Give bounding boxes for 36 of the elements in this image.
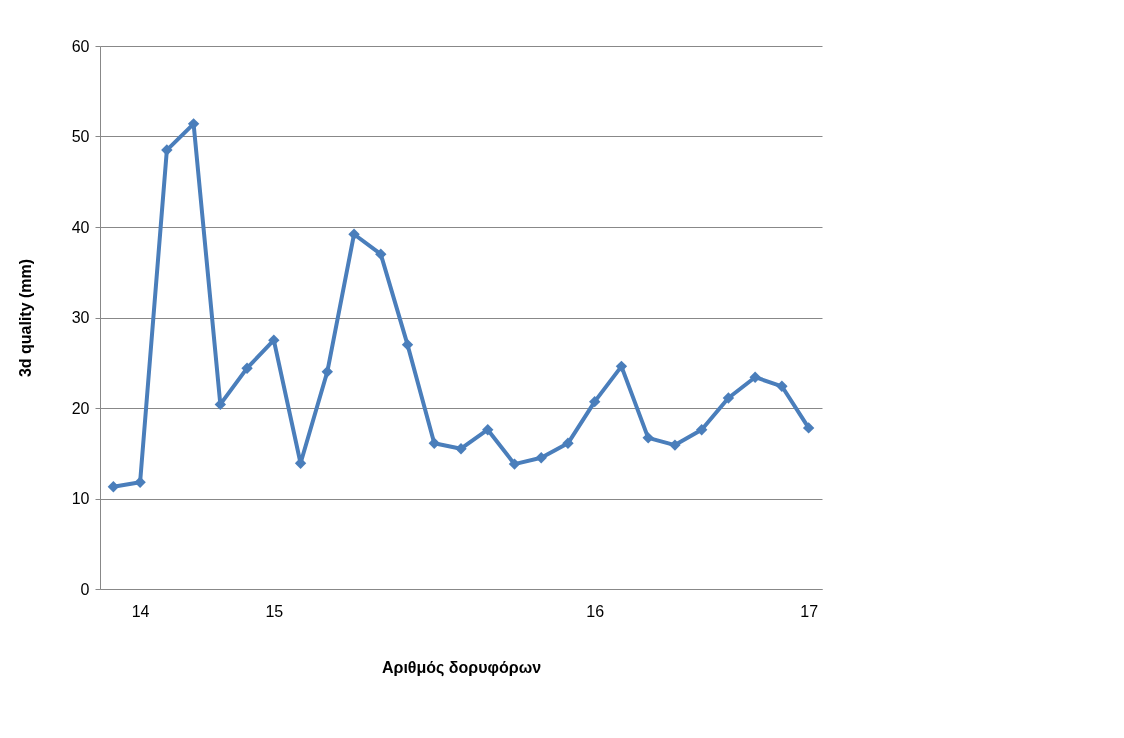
point (802, 422, 815, 434)
point (642, 432, 654, 444)
point (268, 334, 280, 346)
point (535, 452, 547, 464)
x-tick-label: 14 (131, 602, 150, 620)
y-tick-label: 10 (71, 490, 90, 507)
point (669, 439, 681, 451)
x-tick-label: 16 (586, 602, 605, 620)
y-tick-label: 0 (80, 580, 90, 598)
y-tick-label: 30 (71, 309, 90, 326)
point (161, 144, 173, 156)
x-tick-label: 17 (800, 602, 819, 620)
x-tick-label: 15 (265, 602, 284, 620)
y-tick-label: 20 (71, 399, 90, 417)
point (722, 392, 735, 404)
point (321, 366, 333, 378)
point (589, 395, 601, 408)
point (482, 424, 494, 436)
point (695, 424, 708, 436)
y-tick-label: 40 (71, 218, 90, 236)
point (615, 360, 628, 373)
point (134, 476, 146, 488)
y-tick-label: 50 (71, 128, 90, 145)
point (455, 443, 467, 455)
point (241, 362, 253, 374)
point (749, 371, 761, 383)
point (508, 458, 521, 470)
y-tick-label: 60 (71, 37, 90, 55)
x-axis-title: Αριθμός δορυφόρων (381, 658, 542, 677)
point (776, 380, 788, 392)
point (428, 437, 440, 449)
y-axis-title: 3d quality (mm) (16, 258, 34, 378)
point (562, 437, 574, 449)
point (348, 228, 360, 240)
point (375, 248, 387, 260)
point (401, 338, 414, 351)
